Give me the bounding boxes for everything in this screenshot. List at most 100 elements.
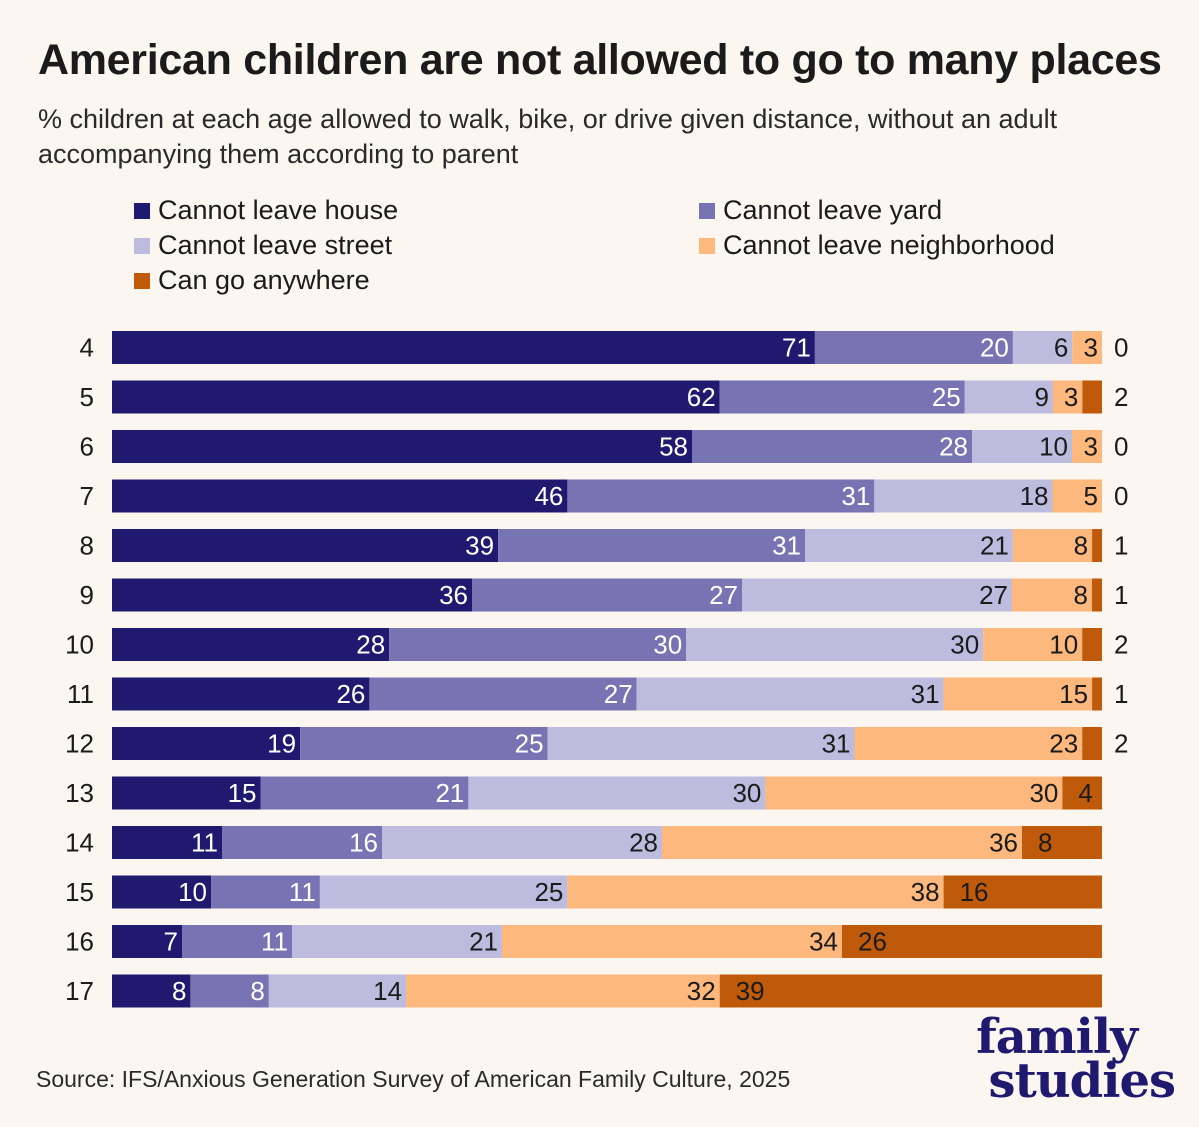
- age-label: 16: [65, 927, 94, 957]
- data-label: 0: [1114, 432, 1128, 462]
- data-label: 7: [164, 927, 178, 957]
- bar-segment: [874, 479, 1053, 513]
- data-label: 15: [1059, 679, 1088, 709]
- bar-segment: [972, 430, 1072, 463]
- data-label: 38: [911, 877, 940, 907]
- data-label: 3: [1064, 382, 1078, 412]
- data-label: 3: [1084, 333, 1098, 363]
- data-label: 71: [782, 333, 811, 363]
- bar-segment: [502, 925, 842, 958]
- bar-segment: [382, 826, 662, 859]
- data-label: 31: [822, 729, 851, 759]
- data-label: 39: [736, 976, 765, 1006]
- data-label: 36: [439, 580, 468, 610]
- data-label: 14: [373, 976, 402, 1006]
- bar-segment: [842, 925, 1102, 958]
- bar-segment: [112, 380, 720, 414]
- data-label: 26: [336, 679, 365, 709]
- bar-segment: [112, 776, 261, 810]
- data-label: 9: [1035, 382, 1049, 412]
- data-label: 10: [178, 877, 207, 907]
- bar-segment: [468, 776, 766, 810]
- age-label: 4: [80, 333, 94, 363]
- legend-item: Can go anywhere: [134, 265, 370, 296]
- bar-segment: [268, 974, 407, 1008]
- data-label: 0: [1114, 481, 1128, 511]
- bar-segment: [112, 479, 568, 513]
- bar-segment: [112, 826, 222, 859]
- data-label: 32: [687, 976, 716, 1006]
- legend-label: Cannot leave yard: [723, 195, 943, 225]
- bar-segment: [112, 430, 692, 463]
- legend-item: Cannot leave neighborhood: [699, 230, 1055, 261]
- bar-segment: [112, 875, 211, 909]
- bar-segment: [719, 974, 1102, 1008]
- bar-segment: [1052, 380, 1083, 414]
- data-label: 20: [980, 333, 1009, 363]
- data-label: 21: [469, 927, 498, 957]
- bar-segment: [1062, 776, 1102, 810]
- bar-segment: [567, 875, 944, 909]
- bar-segment: [222, 826, 382, 859]
- bar-segment: [547, 727, 855, 760]
- bar-segment: [1052, 479, 1102, 513]
- data-label: 28: [356, 630, 385, 660]
- data-label: 10: [1039, 432, 1068, 462]
- bar-segment: [292, 925, 502, 958]
- bar-segment: [498, 529, 805, 562]
- bar-segment: [1012, 331, 1073, 364]
- data-label: 18: [1020, 481, 1049, 511]
- data-label: 25: [534, 877, 563, 907]
- bar-segment: [112, 628, 390, 661]
- data-label: 46: [534, 481, 563, 511]
- age-label: 15: [65, 877, 94, 907]
- age-label: 6: [80, 432, 94, 462]
- data-label: 8: [1038, 828, 1052, 858]
- bar-segment: [805, 529, 1013, 562]
- data-label: 58: [659, 432, 688, 462]
- bar-segment: [1022, 826, 1102, 859]
- bar-segment: [1012, 578, 1092, 612]
- data-label: 30: [1029, 778, 1058, 808]
- family-studies-logo: family studies: [976, 1013, 1176, 1105]
- bar-segment: [1072, 331, 1102, 364]
- data-label: 2: [1114, 382, 1128, 412]
- data-label: 11: [191, 828, 218, 858]
- bar-segment: [472, 578, 742, 612]
- data-label: 26: [858, 927, 887, 957]
- age-label: 13: [65, 778, 94, 808]
- legend-swatch: [134, 202, 150, 219]
- data-label: 28: [629, 828, 658, 858]
- bar-segment: [943, 875, 1102, 909]
- bar-segment: [662, 826, 1022, 859]
- bar-segment: [636, 677, 944, 711]
- bar-segment: [112, 677, 370, 711]
- age-label: 10: [65, 630, 94, 660]
- data-label: 11: [261, 927, 288, 957]
- data-label: 30: [732, 778, 761, 808]
- legend-swatch: [699, 237, 715, 254]
- data-label: 8: [250, 976, 264, 1006]
- bar-segment: [742, 578, 1012, 612]
- age-label: 5: [80, 382, 94, 412]
- legend-label: Cannot leave house: [158, 195, 399, 225]
- age-label: 12: [65, 729, 94, 759]
- data-label: 8: [1074, 531, 1088, 561]
- bar-segment: [1092, 578, 1102, 612]
- age-label: 9: [80, 580, 94, 610]
- data-label: 11: [289, 877, 316, 907]
- bar-segment: [814, 331, 1013, 364]
- age-label: 7: [80, 481, 94, 511]
- bar-segment: [686, 628, 984, 661]
- data-label: 31: [911, 679, 940, 709]
- data-label: 15: [228, 778, 257, 808]
- data-label: 4: [1078, 778, 1092, 808]
- data-label: 31: [841, 481, 870, 511]
- source-note: Source: IFS/Anxious Generation Survey of…: [36, 1066, 791, 1092]
- legend-label: Cannot leave street: [158, 230, 393, 260]
- bar-segment: [1092, 529, 1102, 562]
- data-label: 62: [687, 382, 716, 412]
- bar-segment: [190, 974, 269, 1008]
- data-label: 3: [1084, 432, 1098, 462]
